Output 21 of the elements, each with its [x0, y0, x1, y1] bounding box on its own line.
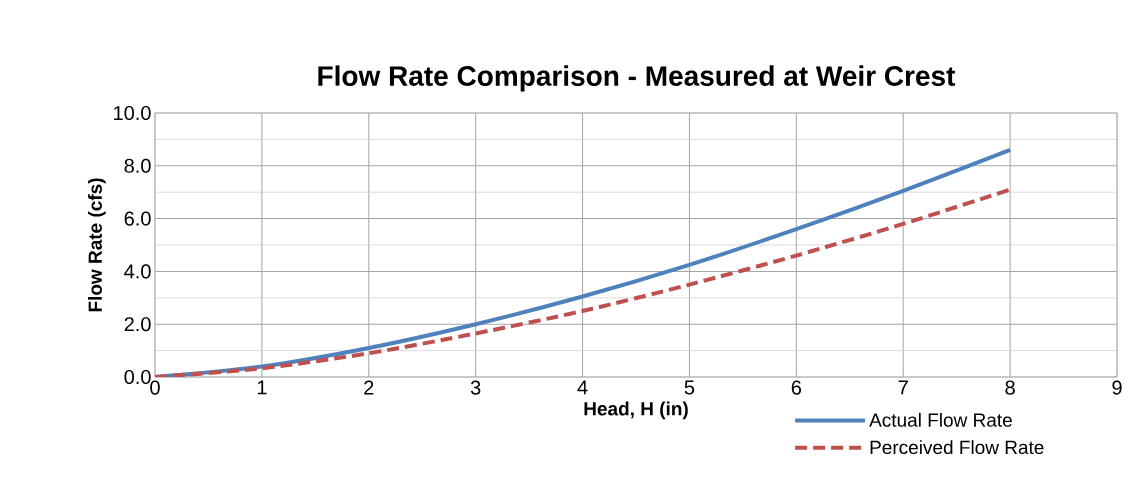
y-tick-label: 6.0	[124, 211, 151, 226]
x-tick-label: 6	[791, 380, 802, 395]
y-tick-label: 2.0	[124, 317, 151, 332]
y-tick-label: 0.0	[124, 369, 151, 385]
x-tick-label: 0	[150, 380, 160, 395]
x-tick-label: 9	[1112, 380, 1122, 395]
legend-label: Actual Flow Rate	[869, 412, 1012, 427]
y-tick-label: 10.0	[114, 105, 151, 121]
x-tick-label: 4	[577, 380, 588, 395]
y-tick-label: 8.0	[124, 158, 151, 173]
x-tick-label: 2	[364, 380, 374, 395]
y-tick-label: 4.0	[124, 264, 151, 279]
x-tick-label: 5	[684, 380, 695, 395]
x-tick-label: 3	[470, 380, 481, 395]
x-tick-label: 8	[1005, 380, 1015, 395]
y-axis-title: Flow Rate (cfs)	[87, 178, 106, 312]
x-axis-title: Head, H (in)	[584, 401, 688, 420]
x-tick-label: 1	[257, 380, 267, 395]
chart-title: Flow Rate Comparison - Measured at Weir Crest	[318, 65, 956, 92]
x-tick-label: 7	[898, 380, 908, 395]
legend-label: Perceived Flow Rate	[870, 440, 1044, 455]
